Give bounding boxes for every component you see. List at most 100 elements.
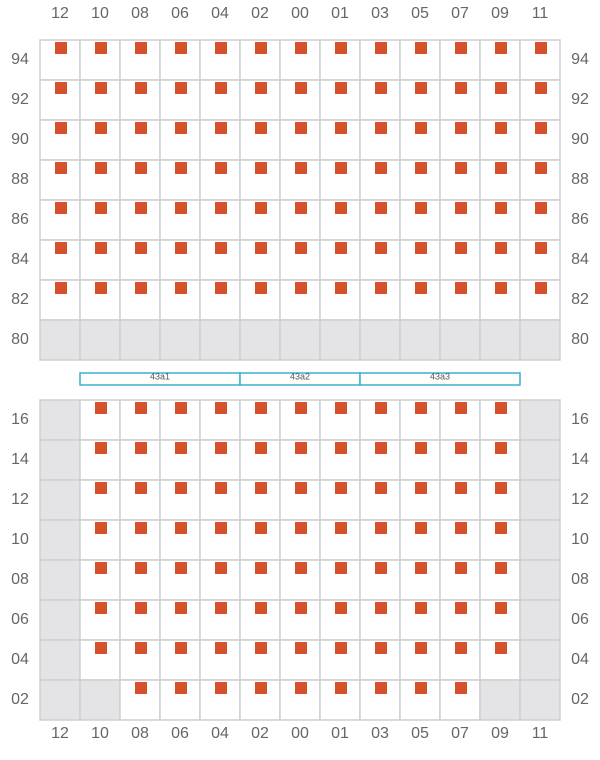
slot-marker xyxy=(95,442,107,454)
column-label: 07 xyxy=(451,725,469,742)
slot-marker xyxy=(175,42,187,54)
slot-marker xyxy=(375,602,387,614)
cell xyxy=(159,79,201,121)
slot-marker xyxy=(255,482,267,494)
slot-marker xyxy=(175,202,187,214)
row-label: 92 xyxy=(11,91,29,108)
bay-label: 43a1 xyxy=(150,371,170,381)
slot-marker xyxy=(415,522,427,534)
slot-marker xyxy=(455,602,467,614)
slot-marker xyxy=(455,282,467,294)
column-label: 06 xyxy=(171,5,189,22)
row-label: 10 xyxy=(571,531,589,548)
disabled-cell xyxy=(479,679,521,721)
slot-marker xyxy=(215,482,227,494)
slot-marker xyxy=(295,402,307,414)
slot-marker xyxy=(415,602,427,614)
slot-marker xyxy=(415,42,427,54)
slot-marker xyxy=(415,282,427,294)
column-label: 04 xyxy=(211,5,229,22)
slot-marker xyxy=(295,442,307,454)
row-label: 88 xyxy=(11,171,29,188)
cell xyxy=(359,279,401,321)
disabled-cell xyxy=(519,679,561,721)
cell xyxy=(439,119,481,161)
row-label: 02 xyxy=(571,691,589,708)
disabled-cell xyxy=(519,439,561,481)
row-label: 12 xyxy=(571,491,589,508)
slot-marker xyxy=(455,482,467,494)
slot-marker xyxy=(535,162,547,174)
disabled-cell xyxy=(39,519,81,561)
slot-marker xyxy=(295,562,307,574)
slot-marker xyxy=(375,642,387,654)
disabled-cell xyxy=(39,639,81,681)
disabled-cell xyxy=(439,319,481,361)
slot-marker xyxy=(135,202,147,214)
row-label: 84 xyxy=(571,251,589,268)
slot-marker xyxy=(455,562,467,574)
slot-marker xyxy=(175,282,187,294)
slot-marker xyxy=(495,122,507,134)
slot-marker xyxy=(255,282,267,294)
slot-marker xyxy=(135,122,147,134)
slot-marker xyxy=(95,202,107,214)
slot-marker xyxy=(375,42,387,54)
slot-marker xyxy=(495,562,507,574)
disabled-cell xyxy=(519,559,561,601)
slot-marker xyxy=(415,642,427,654)
slot-marker xyxy=(95,522,107,534)
slot-marker xyxy=(215,442,227,454)
slot-marker xyxy=(415,442,427,454)
slot-marker xyxy=(175,522,187,534)
slot-marker xyxy=(335,442,347,454)
disabled-cell xyxy=(119,319,161,361)
slot-marker xyxy=(335,562,347,574)
slot-marker xyxy=(215,242,227,254)
disabled-cell xyxy=(479,319,521,361)
slot-marker xyxy=(55,122,67,134)
slot-marker xyxy=(295,642,307,654)
row-label: 16 xyxy=(11,411,29,428)
slot-marker xyxy=(455,42,467,54)
disabled-cell xyxy=(199,319,241,361)
disabled-cell xyxy=(519,599,561,641)
slot-marker xyxy=(295,682,307,694)
disabled-cell xyxy=(399,319,441,361)
slot-marker xyxy=(415,162,427,174)
column-label: 08 xyxy=(131,5,149,22)
column-label: 12 xyxy=(51,5,69,22)
slot-marker xyxy=(415,562,427,574)
slot-marker xyxy=(335,282,347,294)
disabled-cell xyxy=(39,399,81,441)
row-label: 80 xyxy=(11,331,29,348)
slot-marker xyxy=(295,162,307,174)
column-label: 01 xyxy=(331,5,349,22)
slot-marker xyxy=(415,242,427,254)
slot-marker xyxy=(335,682,347,694)
cell xyxy=(479,199,521,241)
disabled-cell xyxy=(519,639,561,681)
column-label: 05 xyxy=(411,5,429,22)
slot-marker xyxy=(455,82,467,94)
slot-marker xyxy=(375,402,387,414)
slot-marker xyxy=(175,82,187,94)
disabled-cell xyxy=(159,319,201,361)
row-label: 92 xyxy=(571,91,589,108)
slot-marker xyxy=(415,82,427,94)
column-label: 03 xyxy=(371,725,389,742)
slot-marker xyxy=(255,402,267,414)
cell xyxy=(279,239,321,281)
column-label: 00 xyxy=(291,725,309,742)
column-label: 05 xyxy=(411,725,429,742)
slot-marker xyxy=(495,442,507,454)
disabled-cell xyxy=(79,319,121,361)
row-label: 02 xyxy=(11,691,29,708)
slot-marker xyxy=(535,282,547,294)
slot-marker xyxy=(215,642,227,654)
disabled-cell xyxy=(39,319,81,361)
slot-marker xyxy=(215,82,227,94)
slot-marker xyxy=(95,642,107,654)
